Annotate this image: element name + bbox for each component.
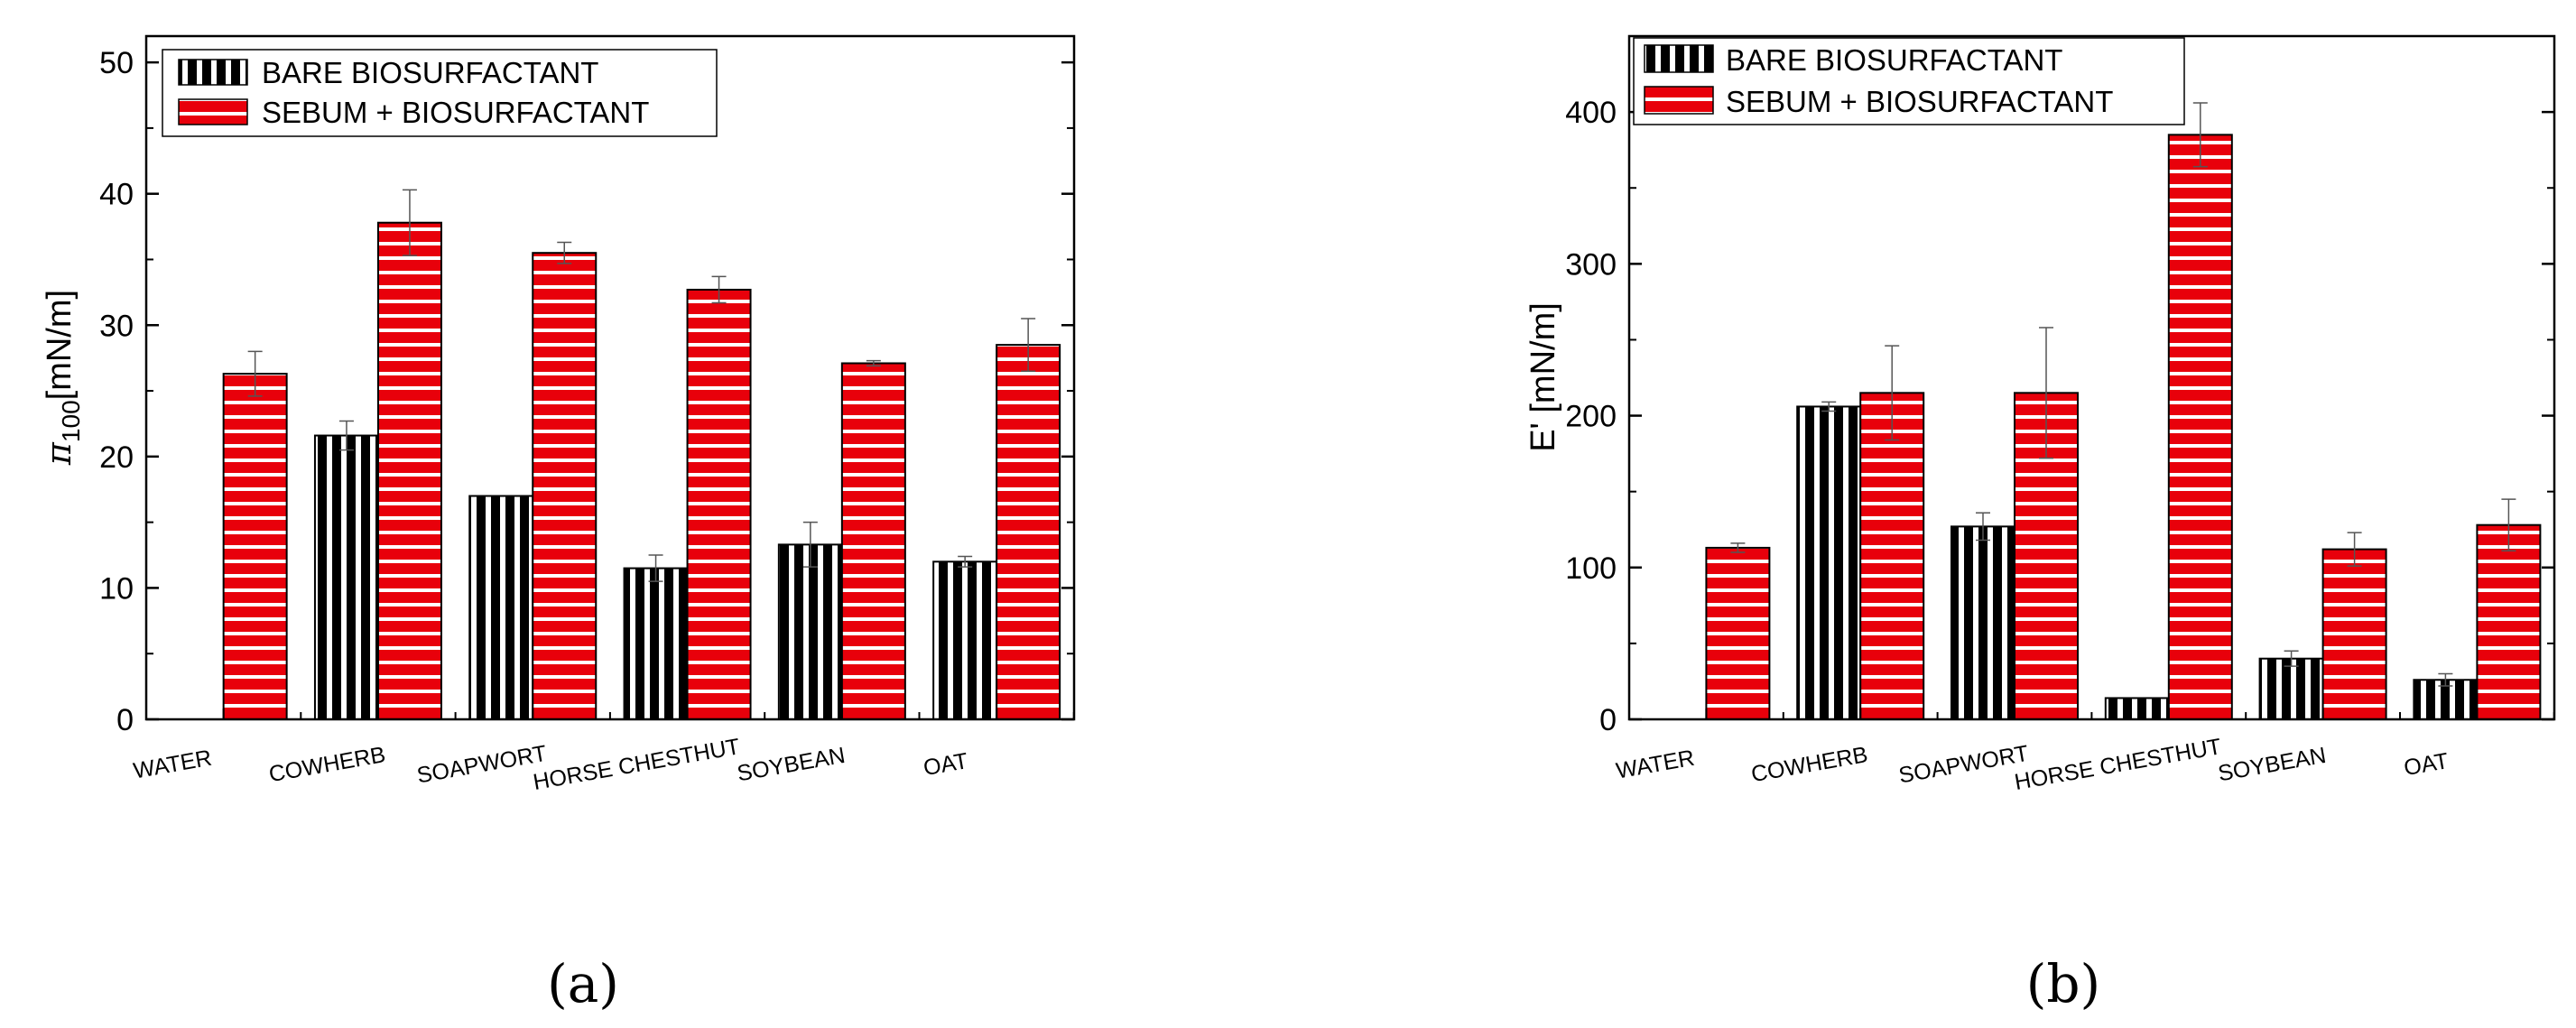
bar-bare-b: [1951, 525, 2015, 721]
error-bar-bare-b: [2438, 672, 2453, 687]
y-tick-label-b: 400: [1565, 96, 1617, 130]
legend-a: BARE BIOSURFACTANT SEBUM + BIOSURFACTANT: [162, 49, 718, 137]
error-bar-bare-a: [958, 555, 973, 568]
y-tick-label-a: 50: [99, 46, 134, 80]
error-bar-sebum-a: [866, 359, 881, 367]
bar-bare-a: [777, 543, 843, 720]
bar-sebum-a: [376, 221, 442, 720]
legend-swatch-sebum-a: [178, 98, 248, 125]
x-tick-label-a: OAT: [922, 748, 970, 781]
error-bar-sebum-b: [2039, 327, 2053, 459]
bars-b: [1705, 102, 2542, 721]
bar-sebum-a: [532, 252, 598, 721]
x-tick-label-b: WATER: [1614, 746, 1696, 784]
legend-label-bare-b: BARE BIOSURFACTANT: [1726, 43, 2062, 77]
error-bar-sebum-b: [1730, 542, 1746, 553]
error-bar-sebum-a: [247, 350, 263, 397]
y-tick-label-a: 30: [99, 309, 134, 343]
error-bar-bare-a: [648, 554, 663, 582]
x-tick-label-b: OAT: [2402, 748, 2451, 781]
error-bar-bare-b: [1821, 401, 1837, 412]
y-axis-b: 0 100 200 300 400: [1565, 96, 2554, 737]
error-bar-sebum-b: [1885, 345, 1900, 441]
y-tick-label-a: 40: [99, 178, 134, 212]
legend-label-sebum-b: SEBUM + BIOSURFACTANT: [1726, 85, 2113, 118]
y-tick-label-a: 20: [99, 440, 134, 475]
bar-sebum-b: [1859, 392, 1925, 720]
error-bar-bare-b: [1976, 512, 1990, 542]
chart-panel-b: 0 100 200 300 400 WATER COWHERB SOAPWORTHORSE …: [1524, 34, 2556, 1014]
error-bar-sebum-a: [711, 275, 727, 304]
legend-b: BARE BIOSURFACTANT SEBUM + BIOSURFACTANT: [1633, 37, 2185, 125]
bar-sebum-b: [1705, 546, 1771, 720]
x-tick-label-a: SOAPWORT: [415, 741, 549, 789]
bar-bare-b: [2104, 697, 2170, 721]
bar-sebum-b: [2167, 134, 2233, 721]
x-tick-label-a: COWHERB: [267, 742, 387, 787]
panel-label-b: (b): [2026, 953, 2100, 1014]
error-bar-sebum-a: [1021, 318, 1036, 372]
x-tick-label-b: SOAPWORT: [1897, 741, 2031, 789]
legend-swatch-bare-a: [178, 59, 248, 86]
legend-swatch-bare-b: [1644, 44, 1714, 73]
legend-label-sebum-a: SEBUM + BIOSURFACTANT: [262, 96, 649, 129]
y-axis-label-a: π100[mN/m]: [39, 290, 85, 466]
x-tick-label-a: WATER: [132, 746, 214, 784]
bar-sebum-b: [2321, 548, 2387, 721]
error-bar-sebum-b: [2347, 532, 2362, 567]
y-tick-label-b: 300: [1565, 247, 1617, 282]
bar-bare-a: [623, 567, 689, 721]
y-axis-a: 0 10 20 30 40 50: [99, 46, 1074, 737]
bar-sebum-a: [840, 362, 906, 720]
legend-swatch-sebum-b: [1644, 86, 1714, 115]
error-bar-sebum-b: [2192, 102, 2208, 168]
panel-label-a: (a): [547, 953, 619, 1014]
bars-a: [222, 189, 1061, 721]
x-tick-label-b: HORSE CHESTHUT: [2013, 734, 2223, 795]
bar-bare-a: [932, 560, 998, 720]
x-tick-label-b: SOYBEAN: [2216, 743, 2328, 787]
y-tick-label-b: 200: [1565, 400, 1617, 434]
y-axis-label-b: E' [mN/m]: [1524, 302, 1562, 452]
y-tick-label-b: 100: [1565, 551, 1617, 586]
y-tick-label-b: 0: [1599, 703, 1617, 737]
y-tick-label-a: 0: [116, 703, 134, 737]
x-tick-label-a: SOYBEAN: [736, 743, 848, 787]
bar-bare-a: [468, 495, 534, 720]
error-bar-sebum-a: [557, 241, 572, 264]
legend-label-bare-a: BARE BIOSURFACTANT: [262, 56, 598, 89]
error-bar-sebum-a: [402, 189, 417, 256]
bar-bare-b: [2258, 657, 2324, 721]
error-bar-bare-b: [2284, 650, 2299, 667]
error-bar-bare-a: [802, 521, 818, 568]
x-tick-label-a: HORSE CHESTHUT: [532, 734, 742, 795]
y-tick-label-a: 10: [99, 571, 134, 606]
error-bar-sebum-b: [2501, 498, 2516, 552]
bar-sebum-a: [222, 373, 288, 720]
error-bar-bare-a: [338, 420, 354, 451]
bar-bare-b: [1796, 405, 1862, 720]
bar-sebum-a: [996, 344, 1061, 720]
bar-sebum-b: [2476, 523, 2542, 720]
bar-bare-a: [313, 434, 379, 720]
bar-sebum-a: [686, 288, 752, 720]
x-tick-label-b: COWHERB: [1749, 742, 1869, 787]
